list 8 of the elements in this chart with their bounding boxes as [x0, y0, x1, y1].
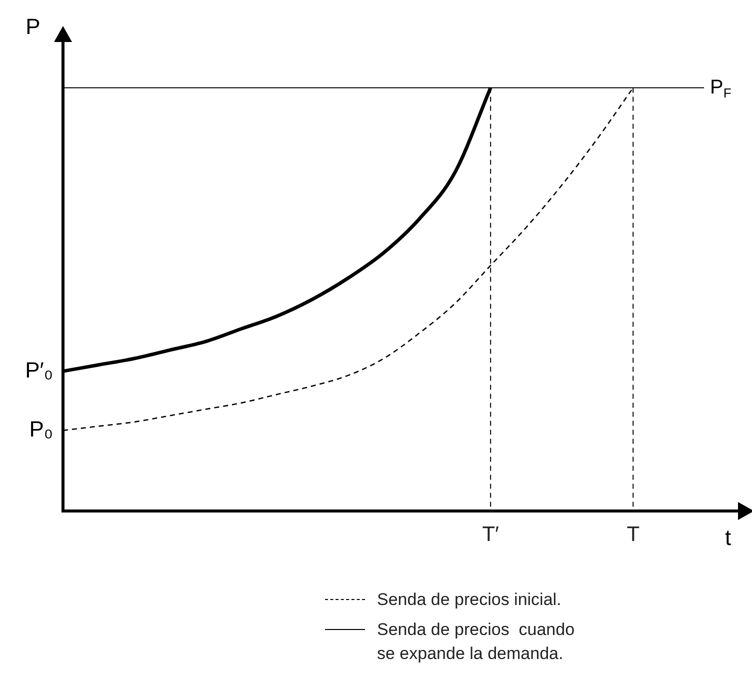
legend-label: Senda de precios cuando se expande la demanda. — [377, 619, 576, 665]
x-axis-title: t — [724, 524, 732, 550]
y-axis-title: P — [26, 14, 40, 40]
text: P′₀ — [25, 357, 54, 382]
x-tick-label: T — [626, 523, 640, 546]
text: P₀ — [29, 416, 54, 442]
legend-label: Senda de precios inicial. — [377, 589, 562, 611]
x-tick-label: T′ — [482, 523, 500, 546]
